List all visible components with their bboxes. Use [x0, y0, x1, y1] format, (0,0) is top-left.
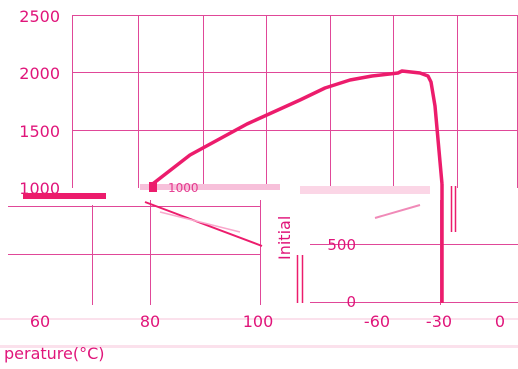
y-tick-label: 2000 — [19, 64, 60, 83]
glitch-diagonal — [159, 211, 241, 233]
x-tick-label: -30 — [426, 312, 452, 331]
x-tick-label: 60 — [30, 312, 50, 331]
glitch-diagonal — [374, 204, 421, 219]
glitch-bar — [23, 193, 106, 199]
x-tick-label: 80 — [140, 312, 160, 331]
y-tick-label: 1500 — [19, 122, 60, 141]
y-tick-label-bottom: 0 — [346, 293, 356, 311]
x-tick-label: 0 — [495, 312, 505, 331]
glitch-block — [300, 186, 430, 194]
x-tick-label: 100 — [243, 312, 274, 331]
top-grid — [72, 15, 518, 188]
glitch-band — [0, 318, 518, 320]
y-tick-label-bottom: 500 — [327, 236, 356, 254]
glitch-band — [0, 345, 518, 348]
x-axis-label: perature(°C) — [4, 344, 105, 363]
glitch-artifacts — [0, 184, 518, 348]
x-tick-label: -60 — [364, 312, 390, 331]
glitch-diagonal — [144, 201, 263, 247]
y-tick-label: 2500 — [19, 7, 60, 26]
glitch-block — [140, 184, 280, 190]
series-line — [148, 69, 444, 188]
y-axis-label: Initial — [275, 216, 294, 260]
series-marker — [149, 182, 157, 192]
partial-tick-label: 1000 — [168, 181, 199, 195]
